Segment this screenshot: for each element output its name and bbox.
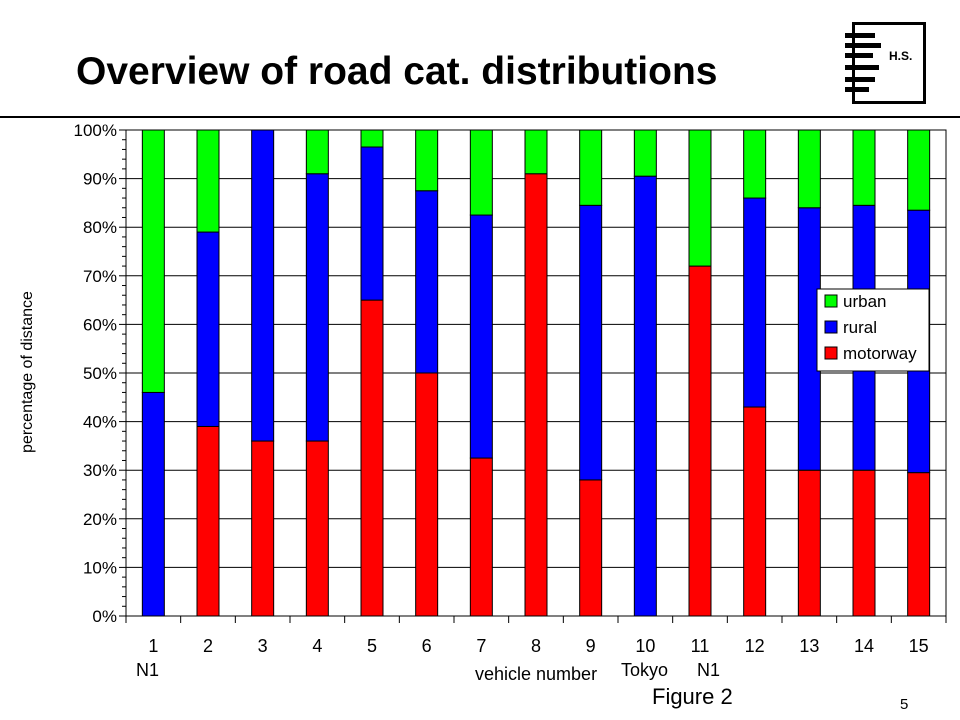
bar-motorway <box>907 472 931 617</box>
y-tick-label: 100% <box>74 121 117 140</box>
bar-rural <box>141 391 165 617</box>
figure-caption: Figure 2 <box>652 684 733 709</box>
x-tick-label: 9 <box>586 636 596 656</box>
bar-urban <box>305 129 329 175</box>
bar-rural <box>743 197 767 408</box>
bar-urban <box>524 129 548 175</box>
y-tick-label: 0% <box>92 607 117 626</box>
bar-motorway <box>196 425 220 617</box>
title-divider <box>0 116 960 118</box>
bar-rural <box>633 175 657 617</box>
bar-motorway <box>469 457 493 617</box>
logo-text: H.S. <box>889 49 913 63</box>
y-tick-label: 50% <box>83 364 117 383</box>
bar-urban <box>196 129 220 233</box>
bar-motorway <box>579 479 603 617</box>
legend-swatch-motorway <box>824 346 838 360</box>
bar-urban <box>141 129 165 393</box>
bar-motorway <box>743 406 767 617</box>
x-tick-label: 13 <box>799 636 819 656</box>
bar-motorway <box>524 173 548 617</box>
x-tick-label: 15 <box>909 636 929 656</box>
logo-stripe <box>845 77 875 82</box>
bar-urban <box>797 129 821 209</box>
x-tick-label: 14 <box>854 636 874 656</box>
y-tick-label: 40% <box>83 413 117 432</box>
x-tick-label: 5 <box>367 636 377 656</box>
x-sublabel-n1: N1 <box>697 660 721 680</box>
x-tick-label: 8 <box>531 636 541 656</box>
y-tick-label: 80% <box>83 218 117 237</box>
bar-rural <box>415 190 439 374</box>
logo-stripe <box>845 65 879 70</box>
bar-urban <box>633 129 657 177</box>
hs-logo: H.S. <box>845 22 926 104</box>
page-number: 5 <box>900 696 909 713</box>
bar-rural <box>251 129 275 442</box>
x-tick-label: 7 <box>476 636 486 656</box>
legend-label-motorway: motorway <box>843 344 917 363</box>
bar-rural <box>469 214 493 459</box>
x-tick-label: 4 <box>312 636 322 656</box>
bar-motorway <box>852 469 876 617</box>
slide-title: Overview of road cat. distributions <box>76 50 718 93</box>
bar-urban <box>360 129 384 148</box>
x-sublabel-n1: N1 <box>136 660 160 680</box>
bar-urban <box>469 129 493 216</box>
x-tick-label: 2 <box>203 636 213 656</box>
bar-motorway <box>415 372 439 617</box>
legend-label-urban: urban <box>843 292 886 311</box>
bar-urban <box>852 129 876 206</box>
bar-motorway <box>251 440 275 617</box>
bar-rural <box>360 146 384 301</box>
legend-swatch-rural <box>824 320 838 334</box>
x-tick-label: 3 <box>258 636 268 656</box>
bar-urban <box>415 129 439 192</box>
logo-stripe <box>845 87 869 92</box>
x-tick-label: 1 <box>148 636 158 656</box>
logo-stripe <box>845 43 881 48</box>
bar-urban <box>579 129 603 206</box>
x-tick-label: 10 <box>635 636 655 656</box>
y-tick-label: 60% <box>83 315 117 334</box>
logo-stripe <box>845 53 873 58</box>
y-tick-label: 20% <box>83 510 117 529</box>
legend-swatch-urban <box>824 294 838 308</box>
x-tick-label: 11 <box>691 636 710 656</box>
bar-motorway <box>688 265 712 617</box>
bar-motorway <box>797 469 821 617</box>
bar-rural <box>579 204 603 481</box>
y-tick-label: 10% <box>83 558 117 577</box>
y-tick-label: 70% <box>83 267 117 286</box>
x-tick-label: 6 <box>422 636 432 656</box>
y-tick-label: 90% <box>83 170 117 189</box>
legend-label-rural: rural <box>843 318 877 337</box>
x-sublabel-tokyo: Tokyo <box>621 660 669 680</box>
bar-rural <box>196 231 220 427</box>
bar-rural <box>305 173 329 442</box>
bar-urban <box>743 129 767 199</box>
y-axis-label: percentage of distance <box>19 291 36 453</box>
logo-stripe <box>845 33 875 38</box>
bar-motorway <box>360 299 384 617</box>
x-axis-label: vehicle number <box>475 664 598 684</box>
bar-urban <box>688 129 712 267</box>
bar-urban <box>907 129 931 211</box>
y-tick-label: 30% <box>83 461 117 480</box>
bar-motorway <box>305 440 329 617</box>
x-tick-label: 12 <box>745 636 765 656</box>
